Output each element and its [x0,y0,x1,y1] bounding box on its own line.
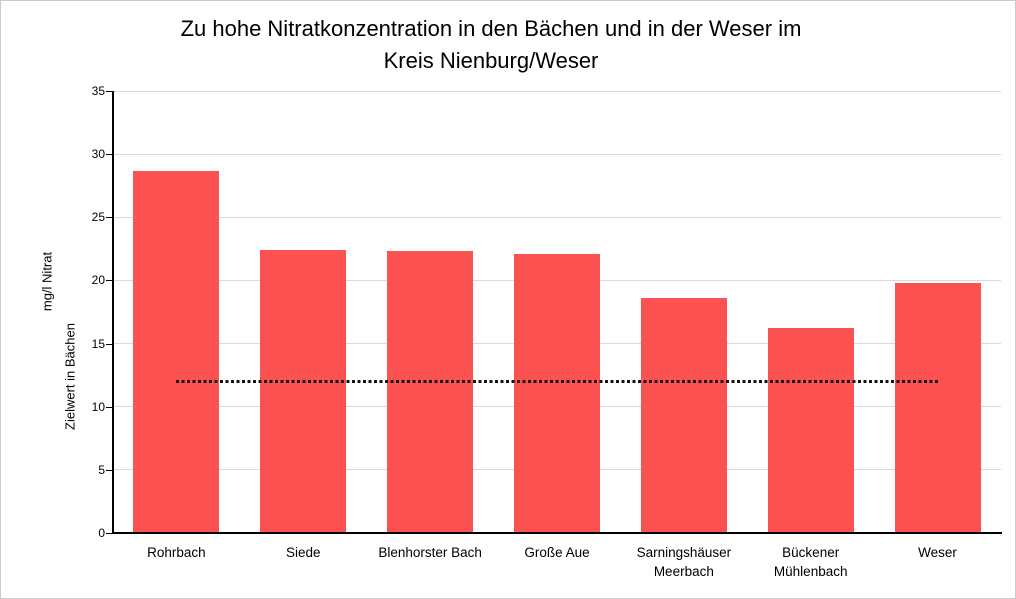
tick-label-y-10: 10 [91,399,105,414]
bar-sarningshäuser-meerbach [640,298,727,533]
gridline-y-25 [113,216,1001,218]
tick-mark-y-15 [106,343,112,345]
tick-mark-y-30 [106,154,112,156]
bar-siede [260,250,347,533]
tick-label-y-35: 35 [91,84,105,98]
tick-label-y-0: 0 [98,526,105,540]
category-label-große-aue: Große Aue [524,545,590,560]
chart-title-line2: Kreis Nienburg/Weser [383,48,599,73]
gridline-y-35 [113,90,1001,92]
y-axis-line [112,91,114,534]
tick-mark-y-25 [106,217,112,219]
bar-blenhorster-bach [387,251,474,533]
category-label-siede: Siede [286,545,321,560]
gridline-y-30 [113,153,1001,155]
bar-bückener-mühlenbach [767,328,854,533]
tick-mark-y-35 [106,91,112,92]
tick-label-y-25: 25 [91,210,105,225]
tick-label-y-30: 30 [91,147,105,162]
chart-title: Zu hohe Nitratkonzentration in den Bäche… [1,13,981,77]
x-axis-line [112,532,1002,534]
category-label-sarningshäuser-meerbach: Sarningshäuser Meerbach [636,545,732,579]
chart-title-line1: Zu hohe Nitratkonzentration in den Bäche… [180,16,802,41]
tick-label-y-5: 5 [98,462,105,477]
plot-area [113,90,1001,534]
category-label-weser: Weser [918,545,957,560]
bar-rohrbach [133,170,220,533]
tick-mark-y-5 [106,469,112,471]
bar-große-aue [514,253,600,533]
tick-label-y-15: 15 [91,336,105,351]
target-value-line [176,379,938,383]
y-axis-title-units: mg/l Nitrat [39,251,55,312]
y-axis-title-target: Zielwert in Bächen [62,323,78,430]
tick-mark-y-10 [106,406,112,408]
tick-mark-y-20 [106,280,112,282]
category-label-blenhorster-bach: Blenhorster Bach [378,545,482,560]
category-label-bückener-mühlenbach: Bückener Mühlenbach [773,545,848,579]
tick-label-y-20: 20 [91,273,105,288]
tick-mark-y-0 [106,533,112,534]
category-label-rohrbach: Rohrbach [147,545,206,560]
bar-weser [894,282,981,533]
